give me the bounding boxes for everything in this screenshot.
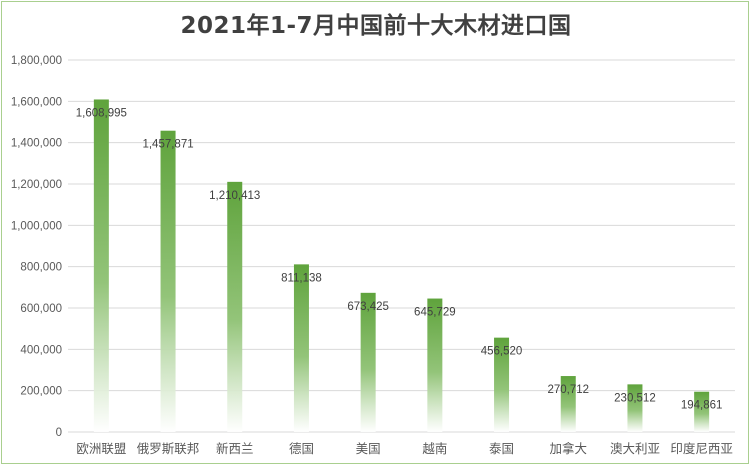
data-label: 1,210,413	[209, 190, 260, 202]
gridlines	[68, 59, 735, 433]
y-axis-ticks: 0 200,000 400,000 600,000 800,000 1,000,000 1,…	[11, 55, 62, 439]
x-tick-label: 新西兰	[216, 441, 254, 456]
bar	[93, 99, 109, 432]
data-label: 194,861	[681, 400, 723, 412]
data-labels: 1,608,995 1,457,871 1,210,413 811,138 673,42…	[76, 107, 723, 411]
y-tick-label: 1,400,000	[11, 138, 62, 150]
y-tick-label: 400,000	[20, 344, 62, 356]
y-tick-label: 800,000	[20, 262, 62, 274]
data-label: 1,608,995	[76, 107, 127, 119]
data-label: 645,729	[414, 307, 456, 319]
data-label: 456,520	[481, 346, 523, 358]
y-tick-label: 0	[56, 427, 62, 439]
x-tick-label: 加拿大	[549, 441, 587, 456]
x-tick-label: 美国	[356, 441, 381, 456]
y-tick-label: 600,000	[20, 303, 62, 315]
y-tick-label: 1,600,000	[11, 96, 62, 108]
bar	[293, 264, 309, 432]
x-tick-label: 欧洲联盟	[76, 441, 126, 456]
y-tick-label: 1,800,000	[11, 55, 62, 67]
x-tick-label: 越南	[422, 441, 447, 456]
y-tick-label: 200,000	[20, 386, 62, 398]
data-label: 673,425	[347, 301, 389, 313]
x-axis-ticks: 欧洲联盟 俄罗斯联邦 新西兰 德国 美国 越南 泰国 加拿大 澳大利亚 印度尼西亚	[76, 441, 733, 456]
bar	[494, 337, 510, 432]
bar	[427, 298, 443, 432]
data-label: 1,457,871	[142, 139, 193, 151]
chart-title: 2021年1-7月中国前十大木材进口国	[180, 13, 572, 39]
x-tick-label: 澳大利亚	[610, 441, 660, 456]
bar	[160, 130, 176, 432]
x-tick-label: 印度尼西亚	[670, 441, 733, 456]
bar	[627, 384, 643, 432]
data-label: 270,712	[547, 384, 589, 396]
data-label: 230,512	[614, 392, 656, 404]
bar	[560, 376, 576, 432]
bars	[93, 99, 710, 432]
x-tick-label: 泰国	[489, 441, 514, 456]
bar	[694, 391, 710, 432]
x-tick-label: 德国	[289, 441, 314, 456]
x-tick-label: 俄罗斯联邦	[137, 441, 200, 456]
y-tick-label: 1,200,000	[11, 179, 62, 191]
data-label: 811,138	[281, 272, 322, 284]
bar	[227, 181, 243, 432]
bar	[360, 292, 376, 432]
y-tick-label: 1,000,000	[11, 220, 62, 232]
